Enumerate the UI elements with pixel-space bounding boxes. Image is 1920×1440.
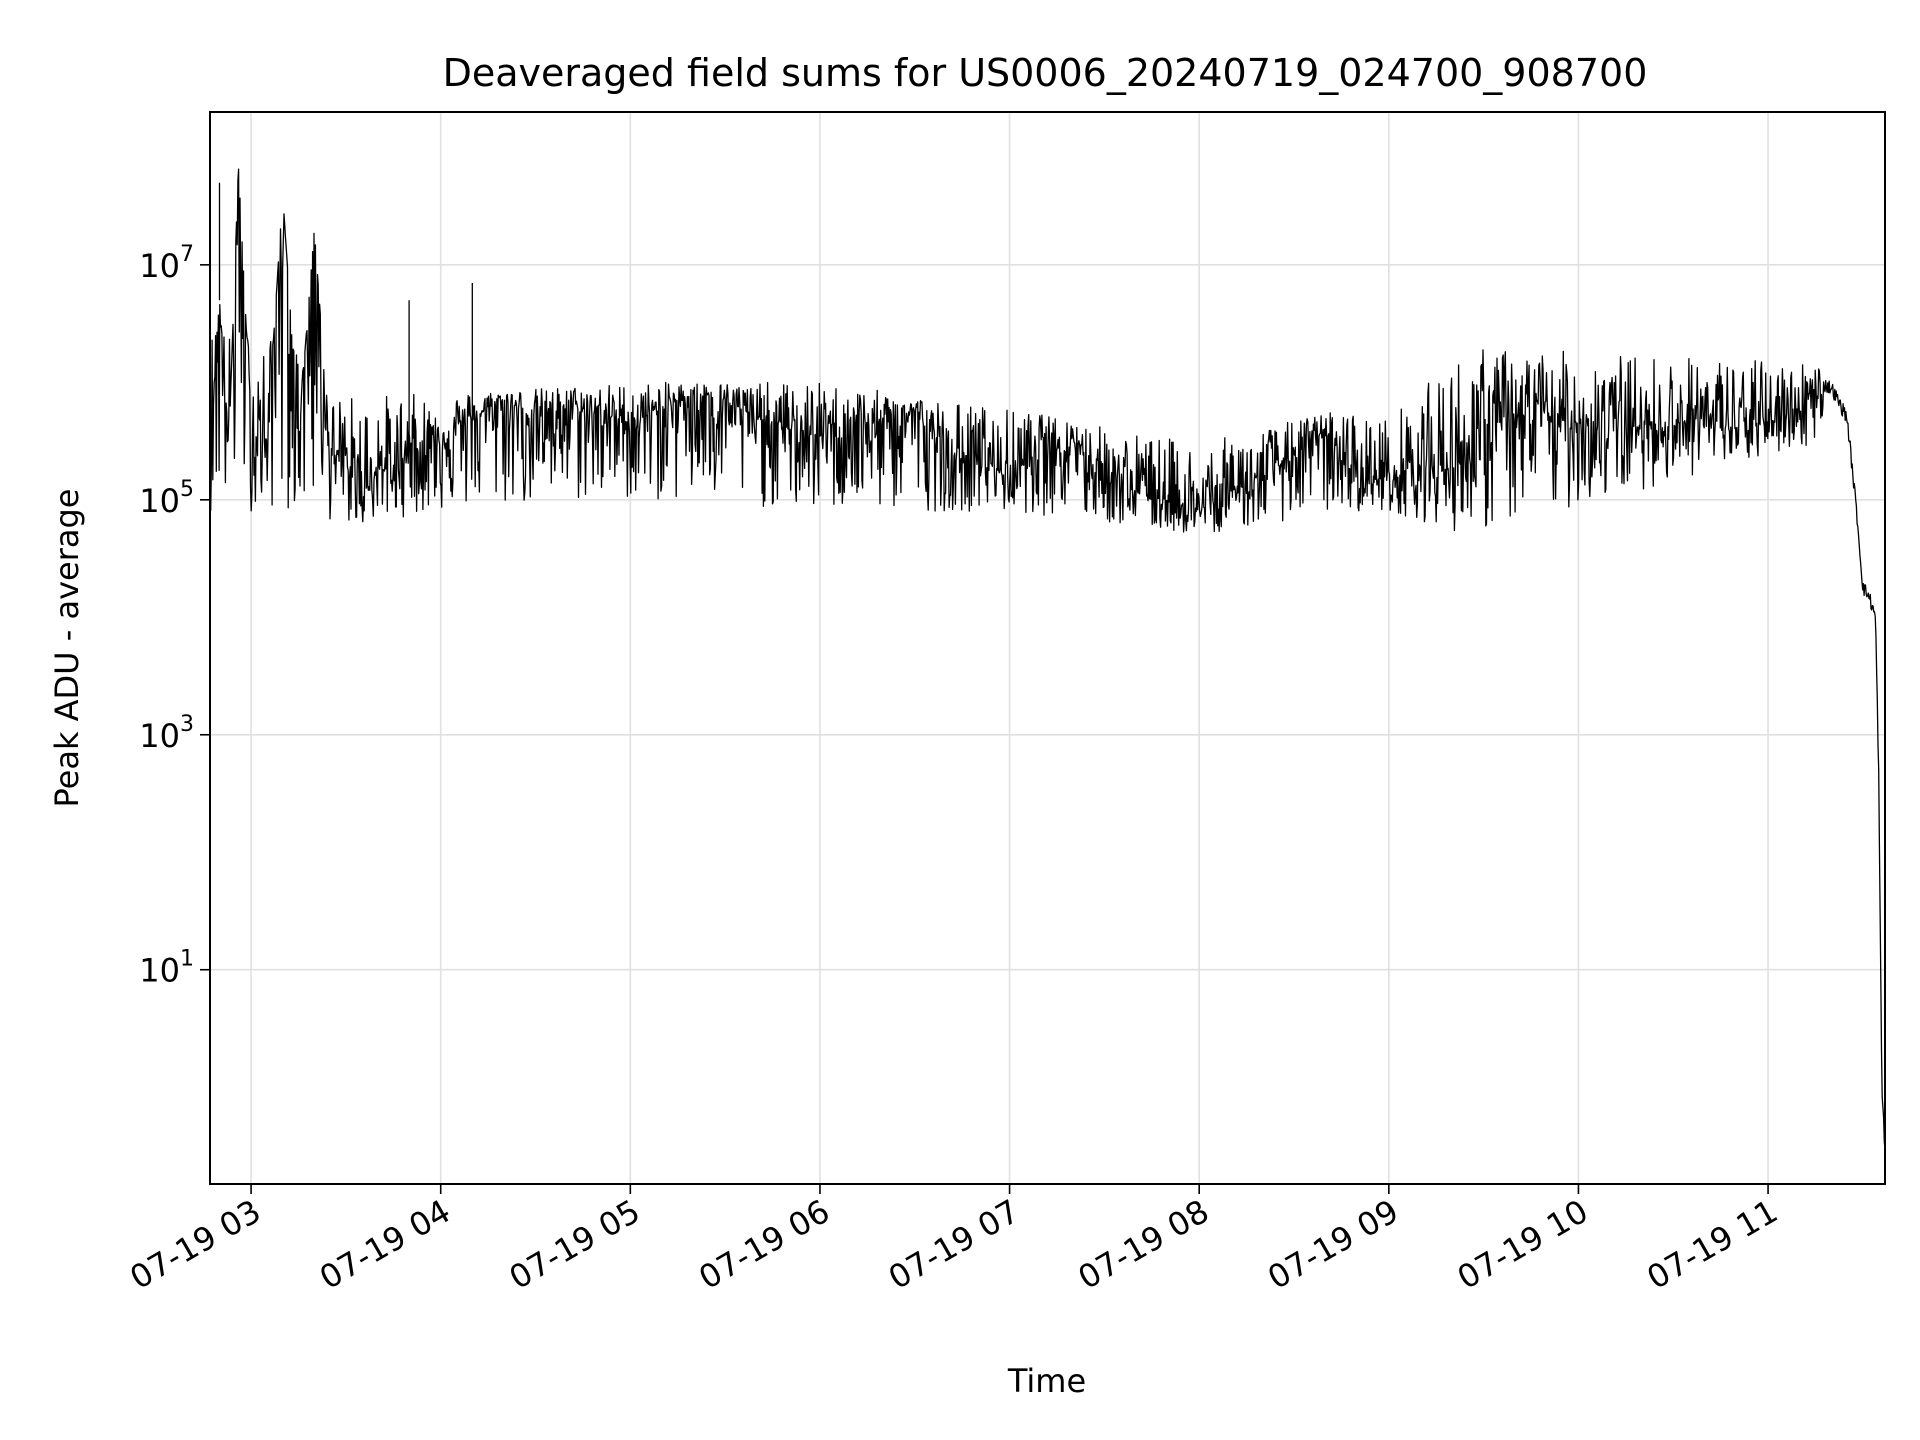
y-tick-label: 103 — [139, 712, 194, 755]
plot-area — [209, 168, 1886, 1150]
grid — [210, 112, 1885, 1184]
x-tick-label: 07-19 06 — [692, 1192, 836, 1297]
series-line — [209, 168, 1886, 1150]
y-tick-label: 105 — [139, 477, 194, 520]
x-axis: 07-19 03 07-19 04 07-19 05 07-19 06 07-19 07… — [123, 1184, 1784, 1297]
y-tick-label: 101 — [139, 947, 194, 990]
x-tick-label: 07-19 07 — [882, 1192, 1026, 1297]
x-tick-label: 07-19 05 — [503, 1192, 647, 1297]
x-tick-label: 07-19 03 — [123, 1192, 267, 1297]
x-tick-label: 07-19 04 — [313, 1192, 457, 1297]
x-tick-label: 07-19 10 — [1451, 1192, 1595, 1297]
y-tick-label: 107 — [139, 242, 194, 285]
y-axis: 101 103 105 107 — [139, 242, 210, 990]
x-tick-label: 07-19 08 — [1072, 1192, 1216, 1297]
chart-title: Deaveraged field sums for US0006_2024071… — [443, 51, 1648, 95]
x-axis-label: Time — [1007, 1362, 1086, 1400]
x-tick-label: 07-19 09 — [1261, 1192, 1405, 1297]
x-tick-label: 07-19 11 — [1640, 1192, 1784, 1297]
y-axis-label: Peak ADU - average — [48, 489, 86, 808]
axes-frame — [209, 111, 1886, 1185]
